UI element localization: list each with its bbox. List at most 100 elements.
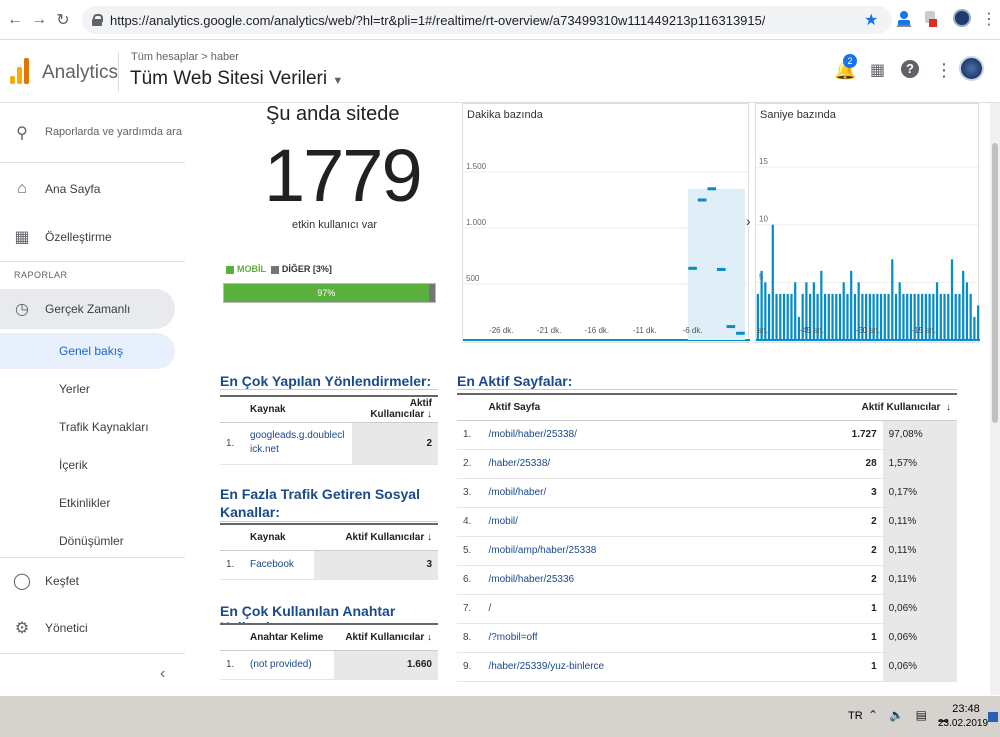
row-page-link[interactable]: /	[482, 594, 844, 624]
sidebar-item-locations[interactable]: Yerler	[0, 370, 185, 408]
col-active-users-label: Aktif Kullanıcılar	[370, 398, 432, 421]
clock-time[interactable]: 23:48	[952, 703, 980, 715]
x-tick-label: -11 dk.	[633, 326, 657, 335]
sidebar-item-label: Yönetici	[45, 621, 88, 635]
bar	[935, 282, 939, 340]
bar-cap	[688, 266, 697, 270]
legend-other: DİĞER [3%]	[281, 264, 332, 274]
browser-toolbar: ← → ↻ https://analytics.google.com/analy…	[0, 0, 1000, 40]
search-reports[interactable]: ⚲ Raporlarda ve yardımda ara	[0, 103, 185, 163]
bar	[827, 293, 830, 340]
sidebar-item-home[interactable]: ⌂ Ana Sayfa	[0, 169, 185, 209]
bar	[962, 270, 965, 340]
sidebar-item-conversions[interactable]: Dönüşümler	[0, 522, 185, 560]
bar	[842, 282, 845, 340]
legend-mobile: MOBİL	[237, 264, 266, 274]
row-index: 5.	[457, 536, 483, 566]
bar	[950, 259, 954, 340]
property-selector[interactable]: Tüm Web Sitesi Verileri ▼	[130, 68, 343, 90]
minute-chart-svg: 500 1.000 1.500 -26 dk. -21 dk. -16 dk. -11 dk…	[463, 162, 750, 341]
show-desktop-icon[interactable]	[988, 712, 998, 722]
tray-icons[interactable]: ⌃ 🔈 ▤ ▁	[868, 708, 952, 722]
row-page-link[interactable]: /mobil/haber/25338/	[482, 420, 844, 450]
clock-date[interactable]: 23.02.2019	[938, 718, 989, 729]
mobile-share-fill: 97%	[224, 284, 429, 302]
table-row: 1. googleads.g.doubleclick.net 2	[220, 422, 438, 465]
extension-alert-icon[interactable]	[922, 10, 938, 28]
address-bar[interactable]: https://analytics.google.com/analytics/w…	[82, 6, 892, 34]
row-page-link[interactable]: /haber/25339/yuz-binlerce	[482, 652, 844, 682]
second-chart-svg: 51015-60 sn.-45 sn.-30 sn.-15 sn.	[756, 157, 980, 341]
row-page-link[interactable]: /?mobil=off	[482, 623, 844, 653]
url-text[interactable]: https://analytics.google.com/analytics/w…	[110, 12, 766, 28]
table-row: 3./mobil/haber/3 0,17%	[457, 478, 957, 508]
row-keyword-link[interactable]: (not provided)	[244, 650, 334, 680]
col-page[interactable]: Aktif Sayfa	[482, 393, 844, 421]
col-active-users[interactable]: Aktif Kullanıcılar ↓	[843, 393, 957, 421]
row-source-link[interactable]: googleads.g.doubleclick.net	[244, 422, 352, 465]
sidebar: ⚲ Raporlarda ve yardımda ara ⌂ Ana Sayfa…	[0, 103, 196, 695]
social-table: Kaynak Aktif Kullanıcılar ↓ 1. Facebook …	[220, 523, 438, 580]
sidebar-item-realtime[interactable]: ◷ Gerçek Zamanlı	[0, 289, 175, 329]
bar	[767, 293, 771, 340]
bar	[846, 293, 849, 340]
bar	[872, 293, 875, 340]
col-active-users[interactable]: Aktif Kullanıcılar ↓	[333, 623, 438, 651]
browser-menu-icon[interactable]: ⋮	[981, 11, 997, 28]
language-indicator[interactable]: TR	[848, 710, 863, 722]
keywords-table: Anahtar Kelime Aktif Kullanıcılar ↓ 1. (…	[220, 623, 438, 680]
row-page-link[interactable]: /haber/25338/	[482, 449, 844, 479]
sidebar-item-events[interactable]: Etkinlikler	[0, 484, 185, 522]
row-page-link[interactable]: /mobil/haber/	[482, 478, 844, 508]
row-percent: 1,57%	[882, 449, 957, 479]
sidebar-item-overview[interactable]: Genel bakış	[0, 333, 175, 369]
col-active-users[interactable]: Aktif Kullanıcılar ↓	[352, 395, 438, 423]
sidebar-item-customize[interactable]: ▦ Özelleştirme	[0, 217, 185, 257]
sidebar-subitem-label: Trafik Kaynakları	[59, 420, 149, 434]
help-icon[interactable]: ?	[901, 60, 919, 78]
col-active-users[interactable]: Aktif Kullanıcılar ↓	[314, 523, 438, 551]
active-user-count: 1779	[264, 134, 423, 217]
apps-grid-icon[interactable]: ▦	[870, 62, 886, 79]
reload-icon[interactable]: ↻	[56, 12, 70, 29]
extension-person-icon[interactable]	[896, 10, 912, 28]
row-users: 1	[843, 652, 883, 682]
lightbulb-icon: ◯	[13, 573, 31, 590]
breadcrumb[interactable]: Tüm hesaplar > haber	[131, 51, 239, 63]
col-source[interactable]: Kaynak	[244, 395, 352, 423]
row-index: 6.	[457, 565, 483, 595]
bookmark-star-icon[interactable]: ★	[864, 12, 879, 29]
chart-title: Dakika bazında	[467, 109, 543, 121]
row-page-link[interactable]: /mobil/haber/25336	[482, 565, 844, 595]
clock-icon: ◷	[15, 301, 29, 318]
row-page-link[interactable]: /mobil/	[482, 507, 844, 537]
pages-rows: 1./mobil/haber/25338/1.727 97,08% 2./haber…	[457, 420, 957, 682]
bar	[809, 293, 812, 340]
browser-profile-icon[interactable]	[953, 9, 971, 27]
sidebar-item-admin[interactable]: ⚙ Yönetici	[0, 608, 185, 648]
sort-down-icon: ↓	[427, 409, 432, 421]
back-icon[interactable]: ←	[7, 11, 23, 28]
more-vert-icon[interactable]: ⋮	[935, 60, 953, 80]
forward-icon[interactable]: →	[31, 11, 47, 28]
col-source[interactable]: Kaynak	[244, 523, 315, 551]
bar-cap	[707, 187, 717, 191]
account-avatar[interactable]	[959, 56, 984, 81]
row-source-link[interactable]: Facebook	[244, 550, 315, 580]
table-header: Kaynak Aktif Kullanıcılar ↓	[220, 523, 438, 551]
col-keyword[interactable]: Anahtar Kelime	[244, 623, 334, 651]
sidebar-item-traffic-sources[interactable]: Trafik Kaynakları	[0, 408, 185, 446]
table-header: Anahtar Kelime Aktif Kullanıcılar ↓	[220, 623, 438, 651]
bar-cap	[697, 198, 707, 202]
sidebar-item-content[interactable]: İçerik	[0, 446, 185, 484]
sidebar-item-discover[interactable]: ◯ Keşfet	[0, 561, 185, 601]
sort-down-icon: ↓	[427, 631, 432, 643]
row-page-link[interactable]: /mobil/amp/haber/25338	[482, 536, 844, 566]
gear-icon: ⚙	[14, 620, 30, 637]
collapse-sidebar-icon[interactable]: ‹	[160, 665, 166, 682]
chevron-right-icon[interactable]: ›	[746, 213, 751, 229]
scrollbar-thumb[interactable]	[992, 143, 998, 423]
lock-icon	[92, 14, 103, 26]
page-scrollbar[interactable]	[990, 103, 1000, 695]
bar	[876, 293, 879, 340]
